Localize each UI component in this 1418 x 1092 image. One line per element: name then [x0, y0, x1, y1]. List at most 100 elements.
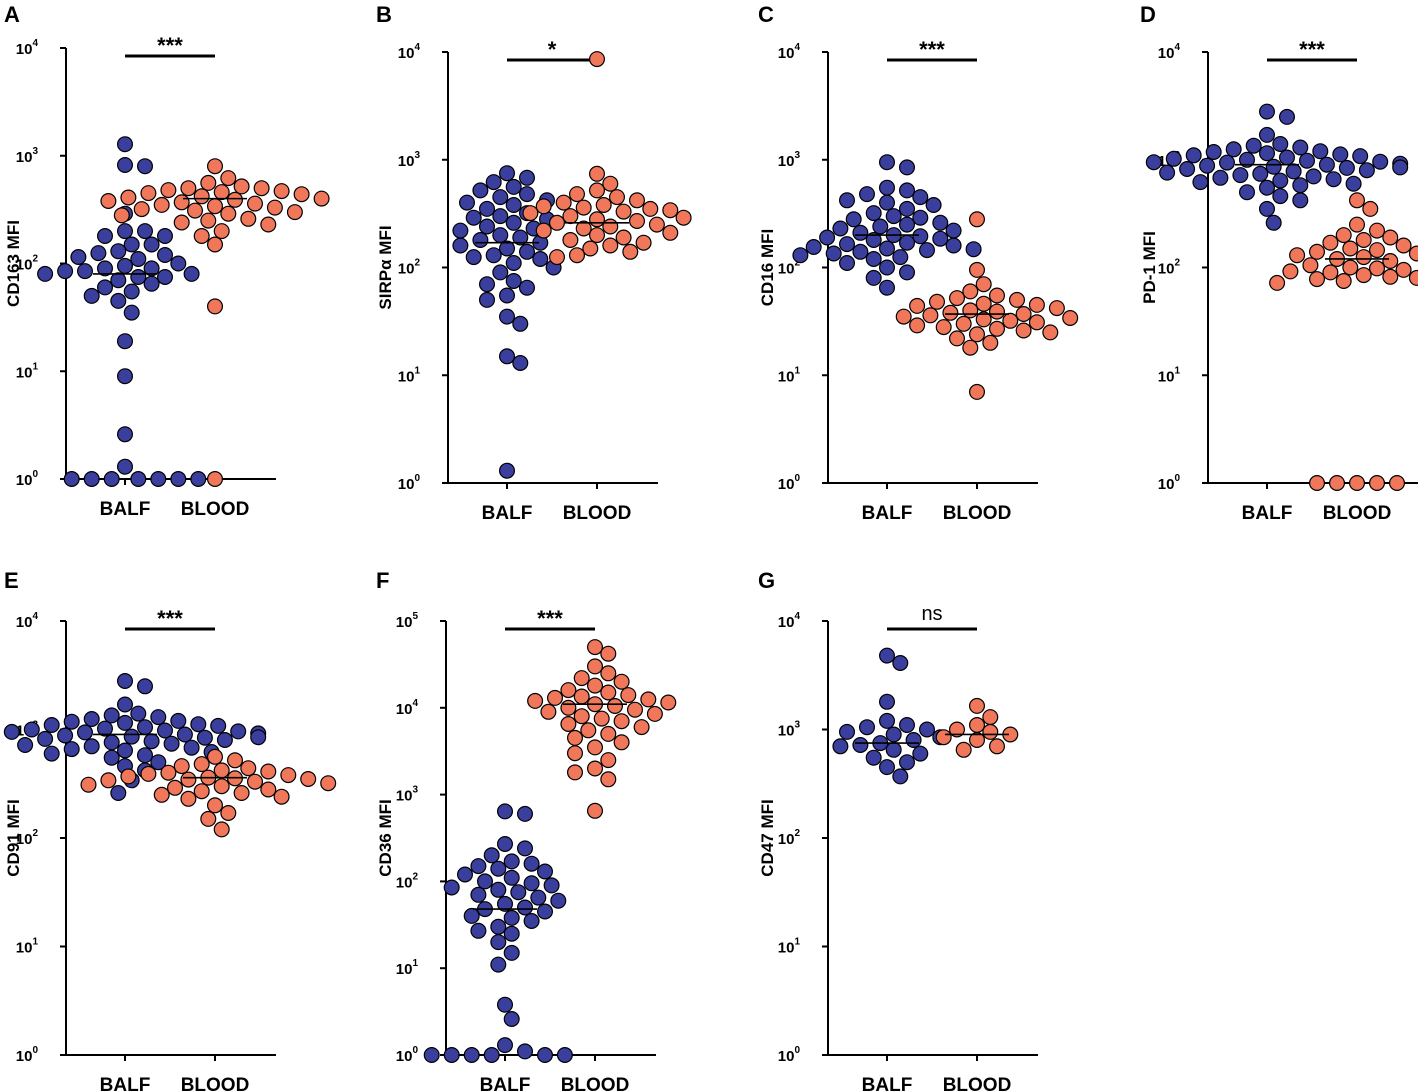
- point-balf: [918, 721, 935, 738]
- y-tick-label: 104: [778, 611, 801, 631]
- point-balf: [838, 192, 855, 209]
- point-balf: [110, 292, 127, 309]
- point-balf: [477, 873, 494, 890]
- point-balf: [110, 784, 127, 801]
- point-balf: [499, 348, 516, 365]
- point-balf: [885, 208, 902, 225]
- point-balf: [530, 889, 547, 906]
- point-blood: [220, 804, 237, 821]
- point-blood: [633, 719, 650, 736]
- y-tick-exponent: 2: [1174, 258, 1180, 269]
- point-balf: [965, 241, 982, 258]
- point-balf: [130, 269, 147, 286]
- point-blood: [1028, 314, 1045, 331]
- point-blood: [560, 699, 577, 716]
- point-balf: [819, 229, 836, 246]
- point-blood: [975, 295, 992, 312]
- point-balf: [130, 251, 147, 268]
- point-balf: [443, 1046, 460, 1063]
- point-balf: [463, 1046, 480, 1063]
- point-blood: [1322, 264, 1339, 281]
- panel-letter: D: [1140, 2, 1156, 27]
- panel-letter: E: [4, 568, 19, 593]
- point-blood: [1302, 257, 1319, 274]
- panel-letter: F: [376, 568, 389, 593]
- point-blood: [173, 758, 190, 775]
- y-tick-exponent: 0: [794, 1045, 800, 1056]
- y-tick-label: 101: [778, 365, 801, 385]
- point-balf: [898, 182, 915, 199]
- point-balf: [858, 719, 875, 736]
- point-balf: [1372, 153, 1389, 170]
- point-blood: [982, 709, 999, 726]
- point-blood: [1015, 322, 1032, 339]
- point-blood: [968, 731, 985, 748]
- point-balf: [123, 728, 140, 745]
- point-blood: [548, 249, 565, 266]
- point-balf: [878, 179, 895, 196]
- point-blood: [573, 688, 590, 705]
- point-balf: [898, 234, 915, 251]
- point-balf: [497, 835, 514, 852]
- point-balf: [490, 934, 507, 951]
- point-balf: [898, 716, 915, 733]
- point-balf: [1285, 163, 1302, 180]
- point-balf: [885, 741, 902, 758]
- y-tick-label: 100: [778, 473, 801, 493]
- y-tick-exponent: 0: [32, 1045, 38, 1056]
- point-balf: [116, 136, 133, 153]
- y-tick-exponent: 4: [794, 611, 800, 622]
- point-balf: [510, 884, 527, 901]
- point-balf: [470, 886, 487, 903]
- point-blood: [975, 311, 992, 328]
- point-balf: [137, 223, 154, 240]
- point-blood: [988, 303, 1005, 320]
- y-tick-label: 102: [396, 871, 419, 891]
- point-balf: [556, 1046, 573, 1063]
- point-blood: [602, 237, 619, 254]
- y-tick-exponent: 1: [794, 365, 800, 376]
- y-tick-label: 100: [16, 469, 39, 489]
- point-balf: [1165, 150, 1182, 167]
- point-balf: [503, 944, 520, 961]
- point-blood: [540, 703, 557, 720]
- point-blood: [600, 684, 617, 701]
- point-blood: [1269, 274, 1286, 291]
- point-balf: [1345, 175, 1362, 192]
- point-blood: [1368, 260, 1385, 277]
- point-balf: [150, 754, 167, 771]
- point-balf: [163, 735, 180, 752]
- point-blood: [213, 223, 230, 240]
- y-tick-exponent: 2: [414, 258, 420, 269]
- point-blood: [566, 729, 583, 746]
- point-blood: [975, 276, 992, 293]
- y-tick-label: 100: [778, 1045, 801, 1065]
- category-label-blood: BLOOD: [943, 1075, 1012, 1092]
- point-balf: [852, 243, 869, 260]
- point-balf: [898, 754, 915, 771]
- point-blood: [595, 197, 612, 214]
- point-balf: [497, 1037, 514, 1054]
- point-blood: [602, 175, 619, 192]
- point-blood: [220, 205, 237, 222]
- point-balf: [37, 730, 54, 747]
- point-blood: [320, 775, 337, 792]
- y-axis-label: CD163 MFI: [4, 220, 23, 307]
- point-balf: [516, 805, 533, 822]
- point-blood: [207, 298, 224, 315]
- point-balf: [499, 287, 516, 304]
- point-balf: [116, 458, 133, 475]
- point-blood: [187, 202, 204, 219]
- point-balf: [518, 186, 535, 203]
- point-balf: [143, 236, 160, 253]
- point-balf: [497, 895, 514, 912]
- point-blood: [207, 198, 224, 215]
- point-blood: [615, 229, 632, 246]
- point-balf: [1159, 164, 1176, 181]
- point-balf: [96, 260, 113, 277]
- point-balf: [23, 721, 40, 738]
- point-balf: [532, 251, 549, 268]
- point-blood: [588, 165, 605, 182]
- point-blood: [982, 723, 999, 740]
